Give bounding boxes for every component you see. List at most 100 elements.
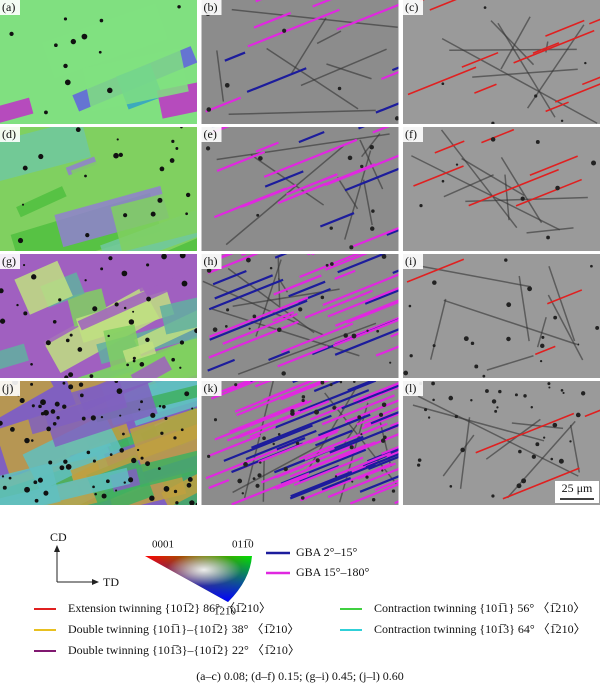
- label-bg: [0, 0, 20, 15]
- boundary: [548, 266, 576, 342]
- dot: [62, 381, 66, 385]
- boundary-trace: [364, 289, 399, 305]
- boundary-trace: [359, 475, 399, 493]
- dot: [63, 17, 68, 21]
- dot: [140, 400, 143, 404]
- panel-bg: [201, 381, 399, 505]
- dot: [234, 383, 238, 387]
- boundary-trace: [389, 421, 399, 428]
- dot: [0, 318, 6, 324]
- dot: [119, 414, 122, 417]
- dot: [33, 480, 38, 485]
- panel: (g): [0, 254, 197, 378]
- boundary: [485, 418, 541, 460]
- boundary-trace: [290, 470, 353, 498]
- dot: [68, 372, 74, 378]
- boundary: [472, 68, 578, 78]
- dot: [540, 343, 545, 349]
- grain: [0, 97, 34, 124]
- boundary-trace: [268, 350, 291, 362]
- dot: [140, 456, 144, 460]
- boundary-trace: [335, 452, 392, 477]
- dot: [269, 266, 273, 270]
- boundary-trace: [346, 300, 399, 324]
- dot: [30, 439, 34, 442]
- dot: [449, 485, 453, 488]
- panel-label: (g): [2, 254, 16, 268]
- dot: [301, 395, 306, 399]
- panel-label: (b): [204, 0, 218, 14]
- dot: [31, 404, 35, 408]
- boundary-trace: [366, 447, 399, 463]
- dot: [283, 466, 288, 472]
- boundary-trace: [481, 128, 515, 144]
- dot: [527, 286, 533, 292]
- dot: [552, 422, 558, 428]
- dot: [43, 409, 49, 416]
- boundary: [300, 48, 387, 87]
- dot: [38, 404, 42, 409]
- dot: [272, 442, 275, 446]
- boundary: [429, 298, 447, 360]
- dot: [531, 454, 536, 459]
- legend-label: Contraction twinning {101̅1} 56° 〈1̅210〉: [374, 601, 585, 615]
- boundary-trace: [280, 322, 354, 354]
- label-bg: [201, 0, 222, 15]
- boundary: [461, 157, 525, 197]
- grain: [110, 177, 197, 251]
- dot: [40, 399, 46, 406]
- boundary: [326, 63, 372, 80]
- boundary-trace: [226, 381, 254, 392]
- dot: [2, 485, 7, 490]
- boundary-trace: [226, 410, 301, 442]
- dot: [131, 457, 137, 464]
- dot: [38, 153, 44, 160]
- dot: [84, 174, 87, 178]
- dot: [45, 340, 51, 346]
- dot: [496, 406, 499, 409]
- grain: [122, 341, 157, 363]
- dot: [150, 211, 156, 217]
- dot: [506, 336, 511, 342]
- axis-label: TD: [103, 575, 119, 589]
- caption: (a–c) 0.08; (d–f) 0.15; (g–i) 0.45; (j–l…: [196, 669, 404, 683]
- panel: (l) 25 μm: [403, 381, 600, 505]
- dot: [516, 483, 522, 489]
- dot: [123, 213, 128, 218]
- dot: [146, 263, 150, 267]
- grain: [41, 3, 169, 79]
- panel: (e): [201, 127, 399, 251]
- dot: [490, 137, 496, 142]
- dot: [98, 50, 102, 54]
- boundary-trace: [298, 422, 388, 460]
- ipf-key: 0001 011̅0 1̅21̅0: [145, 539, 254, 618]
- dot: [577, 343, 580, 346]
- boundary: [266, 47, 359, 110]
- boundary-trace: [434, 140, 465, 154]
- dot: [173, 436, 177, 440]
- boundary-trace: [275, 465, 305, 479]
- boundary-trace: [304, 446, 335, 461]
- dot: [77, 347, 83, 352]
- dot: [116, 138, 119, 141]
- dot: [65, 464, 72, 470]
- dot: [329, 226, 333, 230]
- boundary-trace: [222, 312, 298, 345]
- panel-label: (d): [2, 127, 16, 141]
- panel: (d): [0, 127, 197, 251]
- dot: [518, 449, 522, 454]
- legend-label: Double twinning {101̅3}–{101̅2} 22° 〈1̅2…: [68, 643, 300, 657]
- dot: [339, 381, 343, 384]
- boundary: [344, 150, 372, 240]
- dot: [56, 416, 60, 420]
- dot: [595, 325, 600, 330]
- dot: [1, 475, 5, 478]
- boundary-trace: [297, 381, 377, 413]
- dot: [158, 404, 162, 408]
- dot: [300, 496, 305, 500]
- dot: [365, 475, 369, 479]
- boundary-trace: [274, 389, 370, 429]
- dot: [78, 382, 84, 387]
- boundary-trace: [356, 406, 399, 426]
